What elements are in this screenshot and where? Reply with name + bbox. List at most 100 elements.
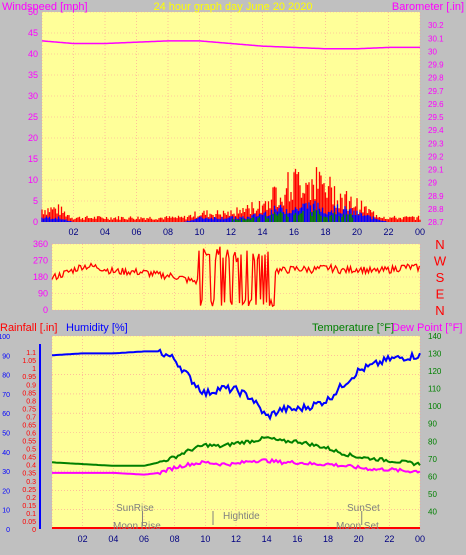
temp-grid xyxy=(51,335,421,530)
humidity-series xyxy=(51,348,421,421)
humidity-y-tick: 0 xyxy=(6,527,10,534)
wind-x-tick: 00 xyxy=(415,227,425,237)
direction-y-tick: 360 xyxy=(33,239,48,249)
rainfall-y-tick: 1.1 xyxy=(26,350,36,357)
rainfall-y-tick: 0.4 xyxy=(26,463,36,470)
temperature-y-tick: 50 xyxy=(428,490,437,499)
temp-x-tick: 16 xyxy=(292,534,302,544)
temp-x-tick: 22 xyxy=(384,534,394,544)
rainfall-y-tick: 0.25 xyxy=(22,487,36,494)
temperature-series xyxy=(51,435,421,467)
humidity-y-tick: 40 xyxy=(2,450,10,457)
rainfall-y-tick: 0.1 xyxy=(26,511,36,518)
temp-x-tick: 08 xyxy=(170,534,180,544)
wind-x-tick: 16 xyxy=(289,227,299,237)
temperature-y-tick: 140 xyxy=(428,332,442,341)
compass-label: N xyxy=(435,237,444,252)
temp-x-tick: 20 xyxy=(354,534,364,544)
wind-y-tick: 30 xyxy=(28,91,38,101)
rainfall-y-tick: 0.6 xyxy=(26,431,36,438)
temp-x-tick: 06 xyxy=(139,534,149,544)
wind-x-tick: 22 xyxy=(383,227,393,237)
humidity-y-tick: 10 xyxy=(2,508,10,515)
rainfall-y-tick: 0.3 xyxy=(26,479,36,486)
barometer-y-tick: 29.8 xyxy=(428,74,444,83)
rainfall-title: Rainfall [.in] xyxy=(0,322,57,334)
temperature-y-tick: 130 xyxy=(428,350,442,359)
wind-y-tick: 45 xyxy=(28,28,38,38)
sunrise-label: SunRise xyxy=(116,503,154,514)
wind-x-tick: 20 xyxy=(352,227,362,237)
dewpoint-series xyxy=(52,457,421,476)
temp-series xyxy=(51,348,421,529)
barometer-series xyxy=(41,40,420,50)
compass-label: N xyxy=(435,303,444,318)
wind-y-tick: 10 xyxy=(28,175,38,185)
temperature-y-tick: 110 xyxy=(428,385,441,394)
wind-x-tick: 08 xyxy=(163,227,173,237)
axis-labels: 0510152025303540455028.728.828.92929.129… xyxy=(0,7,447,544)
rainfall-y-tick: 0.75 xyxy=(22,406,36,413)
temp-x-tick: 04 xyxy=(108,534,118,544)
barometer-y-tick: 29.1 xyxy=(428,166,444,175)
wind-y-tick: 35 xyxy=(28,70,38,80)
wind-direction-series xyxy=(51,246,421,308)
temperature-y-tick: 100 xyxy=(428,402,442,411)
rainfall-y-tick: 0.15 xyxy=(22,503,36,510)
temperature-y-tick: 60 xyxy=(428,472,437,481)
rainfall-y-tick: 0.95 xyxy=(22,374,36,381)
moonrise-label: Moon Rise xyxy=(113,521,161,532)
chart-title: 24 hour graph day June 20 2020 xyxy=(153,1,312,13)
rainfall-y-tick: 0.9 xyxy=(26,382,36,389)
wind-y-tick: 20 xyxy=(28,133,38,143)
barometer-y-tick: 28.7 xyxy=(428,218,444,227)
barometer-y-tick: 29 xyxy=(428,179,437,188)
wind-x-tick: 10 xyxy=(194,227,204,237)
rainfall-y-tick: 1.05 xyxy=(22,358,36,365)
temperature-title: Temperature [°F] xyxy=(312,322,394,334)
humidity-y-tick: 50 xyxy=(2,431,10,438)
rainfall-y-tick: 0.65 xyxy=(22,422,36,429)
windspeed-title: Windspeed [mph] xyxy=(2,1,88,13)
barometer-y-tick: 28.9 xyxy=(428,192,444,201)
rainfall-y-tick: 0.35 xyxy=(22,471,36,478)
hightide-label: Hightide xyxy=(223,511,260,522)
barometer-y-tick: 30.1 xyxy=(428,34,444,43)
barometer-y-tick: 29.2 xyxy=(428,152,444,161)
humidity-y-tick: 70 xyxy=(2,392,10,399)
rainfall-y-tick: 0.8 xyxy=(26,398,36,405)
temp-x-tick: 02 xyxy=(78,534,88,544)
rainfall-y-tick: 0.2 xyxy=(26,495,36,502)
wind-x-tick: 06 xyxy=(131,227,141,237)
barometer-y-tick: 29.5 xyxy=(428,113,444,122)
humidity-y-tick: 90 xyxy=(2,353,10,360)
moonset-label: Moon Set xyxy=(336,521,379,532)
direction-y-tick: 180 xyxy=(33,272,48,282)
direction-y-tick: 90 xyxy=(38,289,48,299)
wind-series xyxy=(41,40,421,222)
wind-y-tick: 25 xyxy=(28,112,38,122)
wind-x-tick: 18 xyxy=(320,227,330,237)
direction-series xyxy=(51,246,421,308)
temperature-y-tick: 70 xyxy=(428,455,437,464)
humidity-y-tick: 20 xyxy=(2,488,10,495)
direction-y-tick: 0 xyxy=(43,305,48,315)
rainfall-y-tick: 0.45 xyxy=(22,455,36,462)
barometer-y-tick: 29.9 xyxy=(428,61,444,70)
rainfall-y-tick: 0.85 xyxy=(22,390,36,397)
wind-y-tick: 50 xyxy=(28,7,38,17)
rainfall-y-tick: 0.7 xyxy=(26,414,36,421)
humidity-title: Humidity [%] xyxy=(66,322,128,334)
wind-x-tick: 04 xyxy=(100,227,110,237)
humidity-y-tick: 100 xyxy=(0,334,10,341)
humidity-y-tick: 30 xyxy=(2,469,10,476)
rainfall-y-tick: 0.05 xyxy=(22,519,36,526)
temp-x-tick: 00 xyxy=(415,534,425,544)
rainfall-y-tick: 0.55 xyxy=(22,439,36,446)
barometer-y-tick: 29.4 xyxy=(428,126,444,135)
barometer-title: Barometer [.in] xyxy=(392,1,464,13)
temp-x-tick: 12 xyxy=(231,534,241,544)
rainfall-y-tick: 0.5 xyxy=(26,447,36,454)
barometer-y-tick: 30 xyxy=(428,47,437,56)
wind-y-tick: 5 xyxy=(33,196,38,206)
